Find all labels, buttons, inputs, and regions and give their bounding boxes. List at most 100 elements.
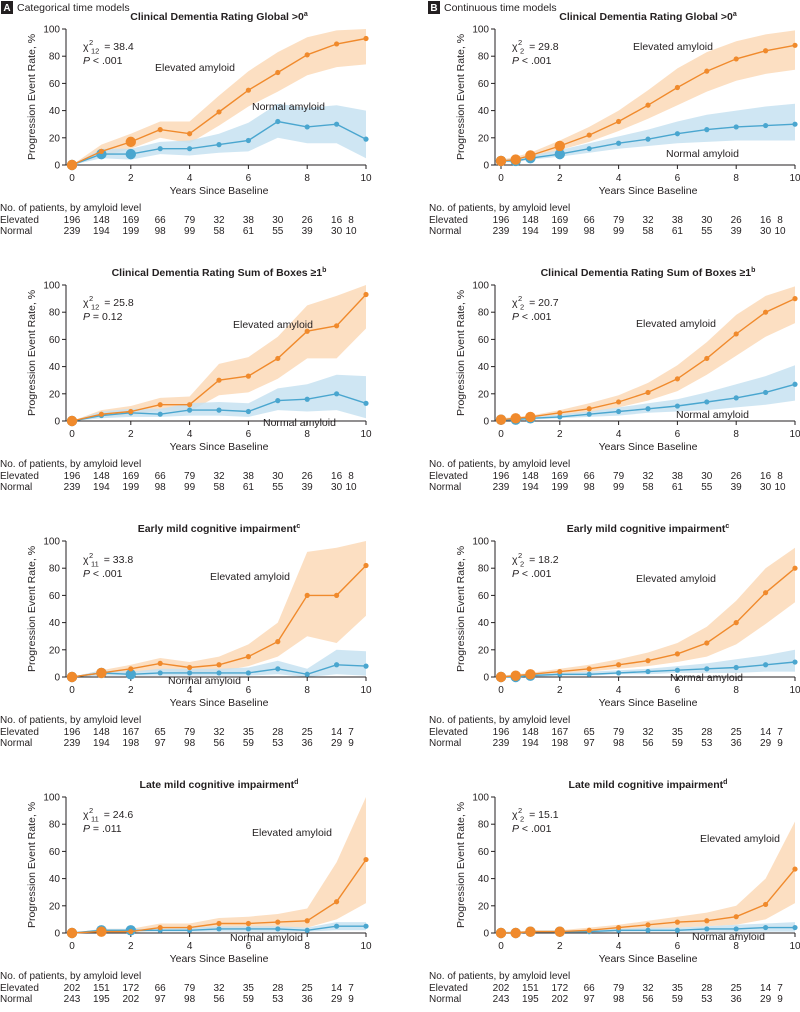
risk-table-cell: 58 [213, 226, 225, 237]
risk-table-row-label: Normal [0, 994, 33, 1005]
risk-table-cell: 66 [583, 471, 595, 482]
x-tick-label: 6 [675, 429, 681, 440]
p-value-text: = .011 [90, 823, 122, 835]
risk-table-title: No. of patients, by amyloid level [0, 971, 142, 982]
y-tick-label: 40 [49, 106, 61, 117]
risk-table-cell: 28 [272, 727, 284, 738]
risk-table-cell: 30 [701, 471, 713, 482]
risk-table-cell: 148 [522, 471, 539, 482]
x-tick-label: 8 [733, 941, 739, 952]
chart-title-superscript: a [304, 11, 308, 18]
elevated-amyloid-point [334, 592, 340, 599]
y-tick-label: 40 [49, 362, 61, 373]
x-tick-label: 2 [128, 941, 134, 952]
elevated-amyloid-point [275, 69, 281, 76]
elevated-amyloid-point [525, 669, 536, 680]
normal-amyloid-point [763, 662, 769, 668]
chi-square-power: 2 [89, 551, 93, 560]
normal-amyloid-point [645, 668, 651, 675]
elevated-amyloid-point [763, 48, 769, 54]
risk-table-cell: 194 [93, 482, 110, 493]
normal-amyloid-point [187, 407, 193, 413]
elevated-amyloid-point [763, 901, 769, 908]
elevated-amyloid-confidence-band [72, 797, 366, 933]
normal-amyloid-point [792, 659, 798, 665]
risk-table-cell: 79 [184, 215, 196, 226]
chart-title-superscript: c [296, 523, 300, 530]
elevated-amyloid-point [554, 140, 565, 152]
risk-table-cell: 38 [671, 215, 683, 226]
risk-table-cell: 199 [122, 226, 140, 237]
risk-table-cell: 32 [642, 471, 654, 482]
risk-table-cell: 14 [760, 727, 772, 738]
y-tick-label: 40 [478, 106, 490, 117]
normal-amyloid-point [586, 671, 592, 677]
p-symbol: P [83, 311, 90, 323]
elevated-amyloid-point [763, 590, 769, 596]
risk-table-cell: 30 [272, 215, 284, 226]
elevated-amyloid-point [525, 150, 536, 161]
risk-table-cell: 196 [63, 471, 81, 482]
normal-amyloid-point [557, 414, 563, 420]
risk-table-cell: 59 [671, 994, 683, 1005]
p-value-text: < .001 [519, 55, 552, 67]
x-tick-label: 2 [557, 429, 563, 440]
elevated-amyloid-point [792, 565, 798, 571]
elevated-amyloid-label: Elevated amyloid [155, 62, 235, 74]
risk-table-cell: 58 [642, 226, 654, 237]
chi-square-power: 2 [89, 294, 93, 303]
y-tick-label: 100 [43, 793, 60, 804]
x-tick-label: 2 [557, 941, 563, 952]
x-axis-label: Years Since Baseline [170, 953, 269, 965]
x-tick-label: 0 [69, 429, 75, 440]
normal-amyloid-point [216, 142, 222, 148]
normal-amyloid-point [334, 391, 340, 397]
x-tick-label: 6 [246, 173, 252, 184]
normal-amyloid-point [216, 407, 222, 413]
elevated-amyloid-point [96, 926, 107, 937]
elevated-amyloid-point [128, 408, 134, 415]
p-symbol: P [83, 55, 90, 67]
chi-square-statistic: χ2 11 = 24.6 [83, 806, 133, 824]
elevated-amyloid-point [245, 654, 251, 660]
elevated-amyloid-point [245, 87, 251, 93]
chart-title: Clinical Dementia Rating Global >0a [559, 11, 737, 23]
x-tick-label: 8 [304, 429, 310, 440]
normal-amyloid-point [275, 118, 281, 125]
normal-amyloid-point [157, 670, 163, 676]
risk-table-cell: 148 [93, 215, 110, 226]
elevated-amyloid-point [304, 52, 310, 58]
y-tick-label: 60 [49, 591, 61, 602]
chart-title-text: Clinical Dementia Rating Global >0 [130, 11, 304, 23]
risk-table-cell: 35 [671, 727, 683, 738]
risk-table-row-label: Normal [429, 738, 462, 749]
elevated-amyloid-point [495, 671, 507, 683]
risk-table-cell: 66 [154, 471, 166, 482]
elevated-amyloid-point [525, 411, 536, 423]
risk-table-cell: 56 [642, 994, 654, 1005]
risk-table-cell: 9 [348, 994, 354, 1005]
chi-square-df: 2 [520, 303, 524, 312]
risk-table-cell: 65 [583, 727, 595, 738]
chart-title: Clinical Dementia Rating Sum of Boxes ≥1… [541, 267, 756, 279]
normal-amyloid-point [187, 670, 193, 676]
y-tick-label: 20 [49, 901, 61, 912]
normal-amyloid-label: Normal amyloid [676, 409, 749, 421]
normal-amyloid-point [733, 395, 739, 401]
normal-amyloid-point [245, 137, 251, 144]
p-symbol: P [83, 823, 90, 835]
risk-table-cell: 196 [492, 215, 510, 226]
p-value: P < .001 [512, 55, 552, 67]
risk-table-cell: 16 [760, 471, 772, 482]
risk-table-cell: 14 [331, 727, 343, 738]
risk-table-cell: 79 [613, 727, 625, 738]
risk-table-cell: 35 [242, 727, 254, 738]
p-symbol: P [512, 55, 519, 67]
elevated-amyloid-point [128, 666, 134, 672]
risk-table-cell: 202 [63, 983, 81, 994]
elevated-amyloid-point [792, 866, 798, 872]
normal-amyloid-point [792, 121, 798, 127]
y-tick-label: 60 [49, 847, 61, 858]
chi-square-value: = 25.8 [101, 297, 134, 309]
risk-table-cell: 30 [272, 471, 284, 482]
